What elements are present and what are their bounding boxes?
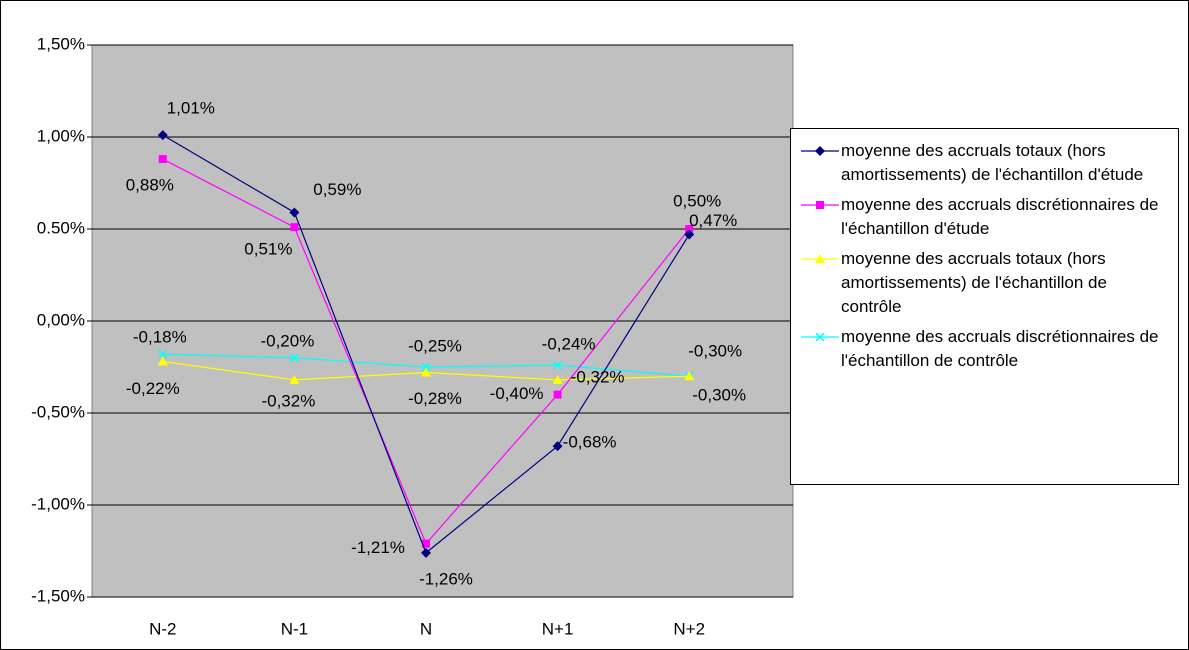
legend-label: moyenne des accruals discrétionnaires de…	[841, 195, 1159, 238]
legend-label: moyenne des accruals discrétionnaires de…	[841, 327, 1159, 370]
data-label: 0,59%	[313, 180, 361, 199]
legend-label: moyenne des accruals totaux (hors amorti…	[841, 249, 1107, 316]
marker	[289, 374, 300, 384]
y-tick-label: 1,00%	[37, 126, 85, 145]
y-tick-label: -1,00%	[31, 494, 85, 513]
data-label: -0,32%	[571, 367, 625, 386]
data-label: -0,24%	[542, 335, 596, 354]
y-tick-label: -0,50%	[31, 402, 85, 421]
data-label: -0,30%	[688, 342, 742, 361]
x-tick-label: N	[420, 619, 432, 638]
marker	[553, 390, 562, 399]
legend-entry: moyenne des accruals totaux (hors amorti…	[799, 139, 1170, 187]
marker	[289, 207, 300, 218]
x-tick-label: N-1	[281, 619, 308, 638]
y-tick-label: 0.50%	[37, 218, 85, 237]
data-label: -0,32%	[261, 391, 315, 410]
marker	[158, 155, 167, 164]
y-tick-label: 0,00%	[37, 310, 85, 329]
marker	[421, 547, 431, 558]
marker	[552, 441, 563, 452]
legend-swatch	[801, 254, 839, 263]
data-label: -0,20%	[260, 331, 314, 350]
legend-label: moyenne des accruals totaux (hors amorti…	[841, 141, 1144, 184]
data-label: 0,51%	[244, 240, 292, 259]
legend-swatch	[801, 146, 839, 156]
legend-entry: moyenne des accruals discrétionnaires de…	[799, 193, 1170, 241]
data-label: -0,28%	[408, 389, 462, 408]
y-tick-label: -1,50%	[31, 586, 85, 605]
marker	[816, 201, 824, 209]
data-label: -1,21%	[351, 538, 405, 557]
legend: moyenne des accruals totaux (hors amorti…	[790, 128, 1179, 485]
legend-entry: moyenne des accruals discrétionnaires de…	[799, 325, 1170, 373]
marker	[158, 349, 168, 359]
legend-entry: moyenne des accruals totaux (hors amorti…	[799, 247, 1170, 319]
marker	[685, 225, 694, 233]
marker	[157, 356, 168, 366]
x-tick-label: N+2	[673, 619, 705, 638]
marker	[552, 374, 563, 384]
marker	[290, 223, 299, 232]
data-label: 1,01%	[167, 99, 215, 118]
marker	[421, 362, 431, 372]
marker	[422, 539, 430, 548]
legend-swatch	[801, 332, 839, 342]
marker	[553, 360, 563, 370]
data-label: -0,68%	[563, 433, 617, 452]
data-label: -0,25%	[408, 336, 462, 355]
data-label: 0,47%	[689, 211, 737, 230]
legend-swatch	[801, 201, 839, 209]
marker	[289, 353, 299, 363]
y-tick-label: 1,50%	[37, 34, 85, 53]
x-tick-label: N-2	[149, 619, 176, 638]
data-label: 0,88%	[126, 176, 174, 195]
marker	[684, 229, 695, 240]
marker	[815, 332, 825, 342]
data-label: -0,22%	[126, 379, 180, 398]
marker	[684, 371, 695, 381]
marker	[421, 367, 431, 377]
data-label: -1,26%	[419, 569, 473, 588]
data-label: 0,50%	[673, 191, 721, 210]
data-label: -0,30%	[692, 386, 746, 405]
marker	[815, 146, 825, 156]
marker	[157, 130, 168, 141]
marker	[815, 254, 825, 263]
data-label: -0,18%	[133, 328, 187, 347]
data-label: -0,40%	[490, 384, 544, 403]
x-tick-label: N+1	[542, 619, 574, 638]
